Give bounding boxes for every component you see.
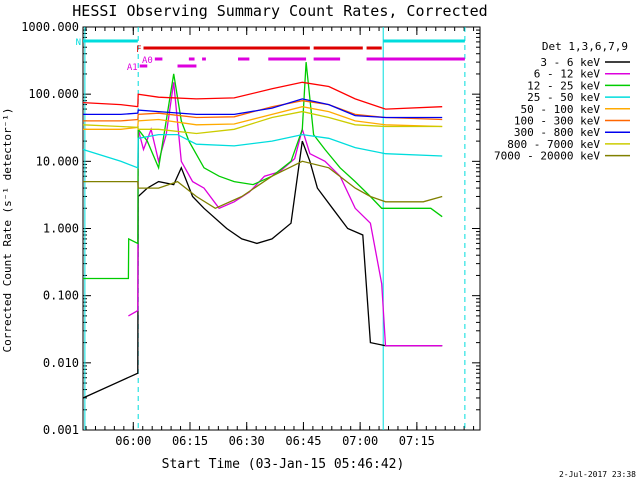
legend-label: 50 - 100 keV [521,103,601,116]
timestamp-label: 2-Jul-2017 23:38 [559,470,636,479]
series-line-7 [83,98,443,119]
legend-label: 25 - 50 keV [527,91,600,104]
flag-bar-label: N [76,38,81,48]
series-line-1 [82,140,443,399]
legend-label: 7000 - 20000 keV [494,150,600,163]
series-line-4 [82,133,443,169]
x-tick-label: 06:00 [115,434,151,448]
x-axis-label: Start Time (03-Jan-15 05:46:42) [162,457,405,472]
legend-label: 12 - 25 keV [527,79,600,92]
x-tick-label: 06:30 [229,434,265,448]
x-tick-label: 06:45 [285,434,321,448]
legend-label: 800 - 7000 keV [507,138,600,151]
series-line-8 [82,110,443,135]
legend-label: 6 - 12 keV [534,68,601,81]
x-tick-label: 07:15 [399,434,435,448]
y-tick-label: 0.010 [43,356,79,370]
y-tick-label: 1.000 [43,222,79,236]
x-tick-label: 07:00 [342,434,378,448]
flag-bar-label: F [136,45,141,55]
y-tick-label: 100.000 [28,87,79,101]
series-line-9 [83,160,443,210]
legend-label: 3 - 6 keV [540,56,600,69]
y-tick-label: 1000.000 [21,20,79,34]
plot-frame [82,26,481,431]
chart-title: HESSI Observing Summary Count Rates, Cor… [72,2,487,20]
x-tick-label: 06:15 [172,434,208,448]
y-tick-label: 0.100 [43,289,79,303]
series-line-3 [83,62,443,280]
legend-title: Det 1,3,6,7,9 [542,40,628,53]
legend-label: 100 - 300 keV [514,115,600,128]
flag-bar-label: A1 [127,63,138,73]
plot-area: 0.001 0.010 0.100 1.000 10.000 100.000 1000.00… [21,20,481,448]
series-line-6 [83,100,443,122]
series-line-10 [82,81,443,110]
y-tick-label: 10.000 [36,154,79,168]
flag-bar-label: A0 [142,56,153,66]
y-tick-label: 0.001 [43,423,79,437]
y-axis-label: Corrected Count Rate (s⁻¹ detector⁻¹) [1,107,14,352]
legend-label: 300 - 800 keV [514,126,600,139]
